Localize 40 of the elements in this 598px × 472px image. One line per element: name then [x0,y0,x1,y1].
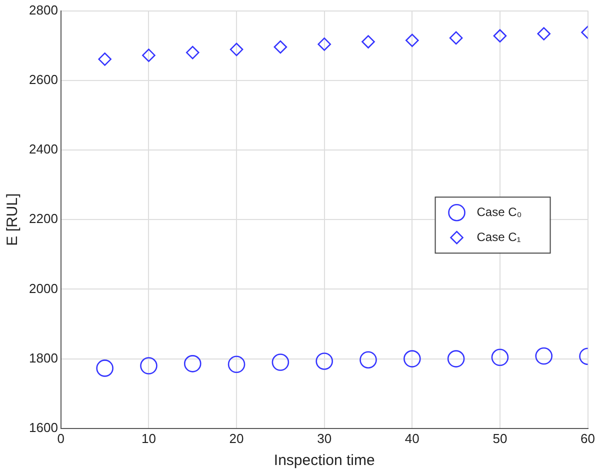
x-axis-title: Inspection time [274,452,375,470]
point [184,355,202,372]
y-tick-label: 2400 [29,142,58,157]
point [98,52,112,66]
legend-label: Case C₁ [476,230,521,244]
point [272,354,290,371]
point [493,29,507,43]
point [140,357,158,374]
point [274,40,288,54]
point [537,27,551,40]
y-tick-label: 2200 [29,211,58,226]
legend-label: Case C₀ [476,204,522,219]
point [360,351,377,368]
y-tick-label: 2600 [29,72,58,87]
point [318,38,331,51]
point [491,348,509,366]
point [142,48,156,62]
point [96,360,114,377]
x-tick-label: 50 [492,430,508,446]
x-tick-label: 40 [404,430,420,446]
point [535,347,553,365]
y-tick-label: 2000 [29,280,58,296]
point [406,34,419,48]
x-tick-label: 60 [580,430,596,446]
x-tick-label: 20 [229,430,244,446]
y-axis-title: E [RUL] [4,193,22,246]
point [316,352,333,370]
point [449,31,463,45]
x-tick-label: 0 [57,430,65,446]
x-tick-label: 10 [141,430,156,446]
y-tick-label: 2800 [29,2,58,18]
point [404,350,421,368]
point [186,46,200,60]
y-tick-label: 1600 [29,420,58,435]
point [228,356,246,374]
point [230,42,244,56]
y-tick-label: 1800 [29,350,58,366]
x-tick-label: 30 [317,430,332,446]
point [447,350,465,368]
point [362,35,375,48]
